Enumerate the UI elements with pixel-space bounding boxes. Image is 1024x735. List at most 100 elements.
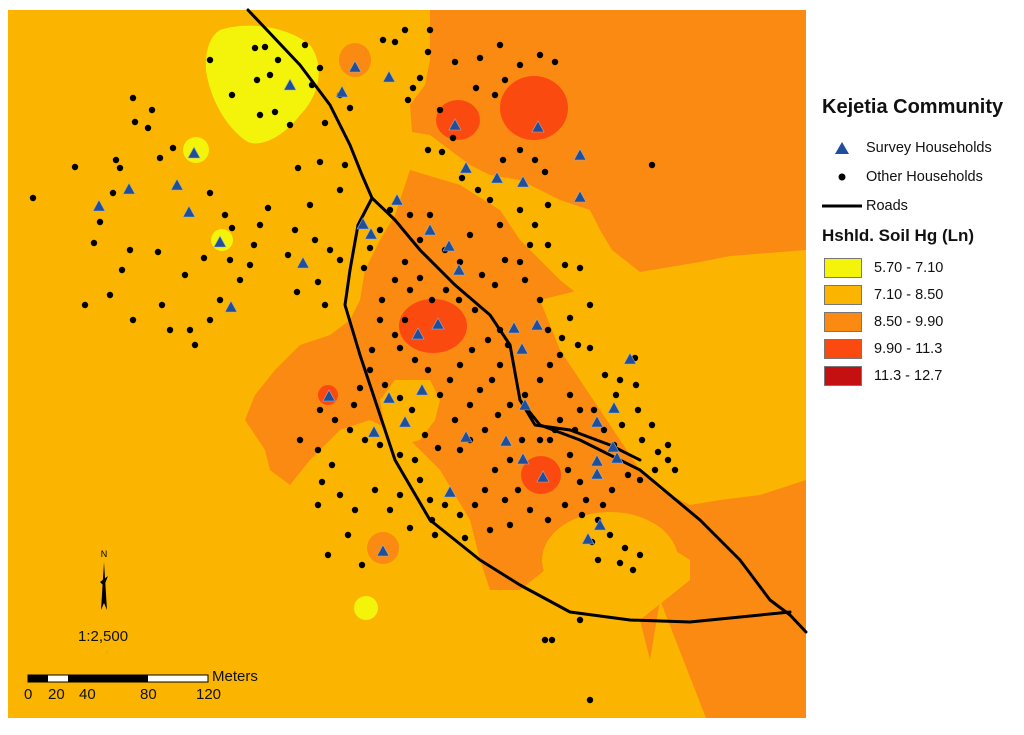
other-household-point	[486, 526, 494, 534]
other-household-point	[331, 416, 339, 424]
legend-swatch	[824, 338, 862, 359]
other-household-point	[455, 296, 463, 304]
survey-household-point	[423, 223, 437, 236]
other-household-point	[526, 506, 534, 514]
other-household-point	[474, 186, 482, 194]
other-household-point	[344, 531, 352, 539]
other-household-point	[378, 296, 386, 304]
other-household-point	[442, 286, 450, 294]
other-household-point	[574, 341, 582, 349]
other-household-point	[651, 466, 659, 474]
survey-household-point	[573, 190, 587, 203]
other-household-point	[499, 156, 507, 164]
other-household-point	[316, 158, 324, 166]
other-household-point	[90, 239, 98, 247]
other-household-point	[401, 258, 409, 266]
other-household-point	[291, 226, 299, 234]
other-household-point	[154, 248, 162, 256]
legend-other-label: Other Households	[866, 168, 983, 185]
other-household-point	[381, 381, 389, 389]
other-household-point	[416, 236, 424, 244]
legend-class-label: 9.90 - 11.3	[874, 340, 943, 357]
other-household-point	[514, 486, 522, 494]
other-household-point	[376, 316, 384, 324]
other-household-point	[541, 168, 549, 176]
other-household-point	[606, 531, 614, 539]
other-household-point	[426, 211, 434, 219]
survey-household-point	[490, 171, 504, 184]
other-household-point	[296, 436, 304, 444]
survey-household-point	[415, 383, 429, 396]
other-household-point	[129, 94, 137, 102]
other-household-point	[274, 56, 282, 64]
other-household-point	[466, 401, 474, 409]
legend-item-survey: Survey Households	[818, 133, 1018, 162]
other-household-point	[321, 119, 329, 127]
survey-household-point	[213, 235, 227, 248]
legend-class-list: 5.70 - 7.10 7.10 - 8.50 8.50 - 9.90 9.90 - …	[818, 254, 1018, 389]
other-household-point	[346, 104, 354, 112]
other-household-point	[116, 164, 124, 172]
other-household-point	[351, 506, 359, 514]
survey-household-point	[459, 161, 473, 174]
other-household-point	[411, 456, 419, 464]
other-household-point	[416, 274, 424, 282]
other-household-point	[546, 361, 554, 369]
legend-survey-label: Survey Households	[866, 139, 992, 156]
other-household-point	[206, 56, 214, 64]
other-household-point	[186, 326, 194, 334]
other-household-point	[228, 91, 236, 99]
other-household-point	[600, 426, 608, 434]
other-household-point	[601, 371, 609, 379]
other-household-point	[671, 466, 679, 474]
other-household-point	[316, 406, 324, 414]
scale-tick-80: 80	[140, 686, 157, 703]
other-household-point	[376, 441, 384, 449]
other-household-point	[314, 501, 322, 509]
survey-household-point	[507, 321, 521, 334]
other-household-point	[396, 451, 404, 459]
other-household-point	[434, 444, 442, 452]
other-household-point	[582, 496, 590, 504]
legend-item-other: Other Households	[818, 162, 1018, 191]
survey-household-point	[382, 391, 396, 404]
legend-swatch	[824, 365, 862, 386]
survey-household-point	[573, 148, 587, 161]
other-household-point	[376, 226, 384, 234]
other-household-point	[144, 124, 152, 132]
other-household-point	[664, 441, 672, 449]
survey-household-point	[623, 352, 637, 365]
other-household-point	[449, 134, 457, 142]
other-household-point	[426, 496, 434, 504]
other-household-point	[451, 58, 459, 66]
other-household-point	[408, 406, 416, 414]
other-household-point	[169, 144, 177, 152]
survey-household-point	[283, 78, 297, 91]
survey-household-point	[531, 120, 545, 133]
other-household-point	[536, 376, 544, 384]
other-household-point	[181, 271, 189, 279]
other-household-point	[578, 511, 586, 519]
survey-household-point	[515, 342, 529, 355]
other-household-point	[284, 251, 292, 259]
other-household-point	[236, 276, 244, 284]
soil-zone-mid-patch	[380, 255, 806, 718]
legend-class-4: 11.3 - 12.7	[818, 362, 1018, 389]
other-household-point	[504, 341, 512, 349]
legend-item-roads: Roads	[818, 191, 1018, 220]
other-household-point	[456, 258, 464, 266]
other-household-point	[654, 448, 662, 456]
other-household-point	[426, 26, 434, 34]
survey-household-point	[593, 518, 607, 531]
other-household-point	[466, 231, 474, 239]
other-household-point	[293, 288, 301, 296]
other-household-point	[228, 224, 236, 232]
other-household-point	[556, 416, 564, 424]
other-household-point	[506, 456, 514, 464]
other-household-point	[544, 201, 552, 209]
other-household-point	[396, 394, 404, 402]
other-household-point	[536, 436, 544, 444]
other-household-point	[536, 51, 544, 59]
scale-bar	[27, 674, 209, 683]
other-household-point	[541, 636, 549, 644]
